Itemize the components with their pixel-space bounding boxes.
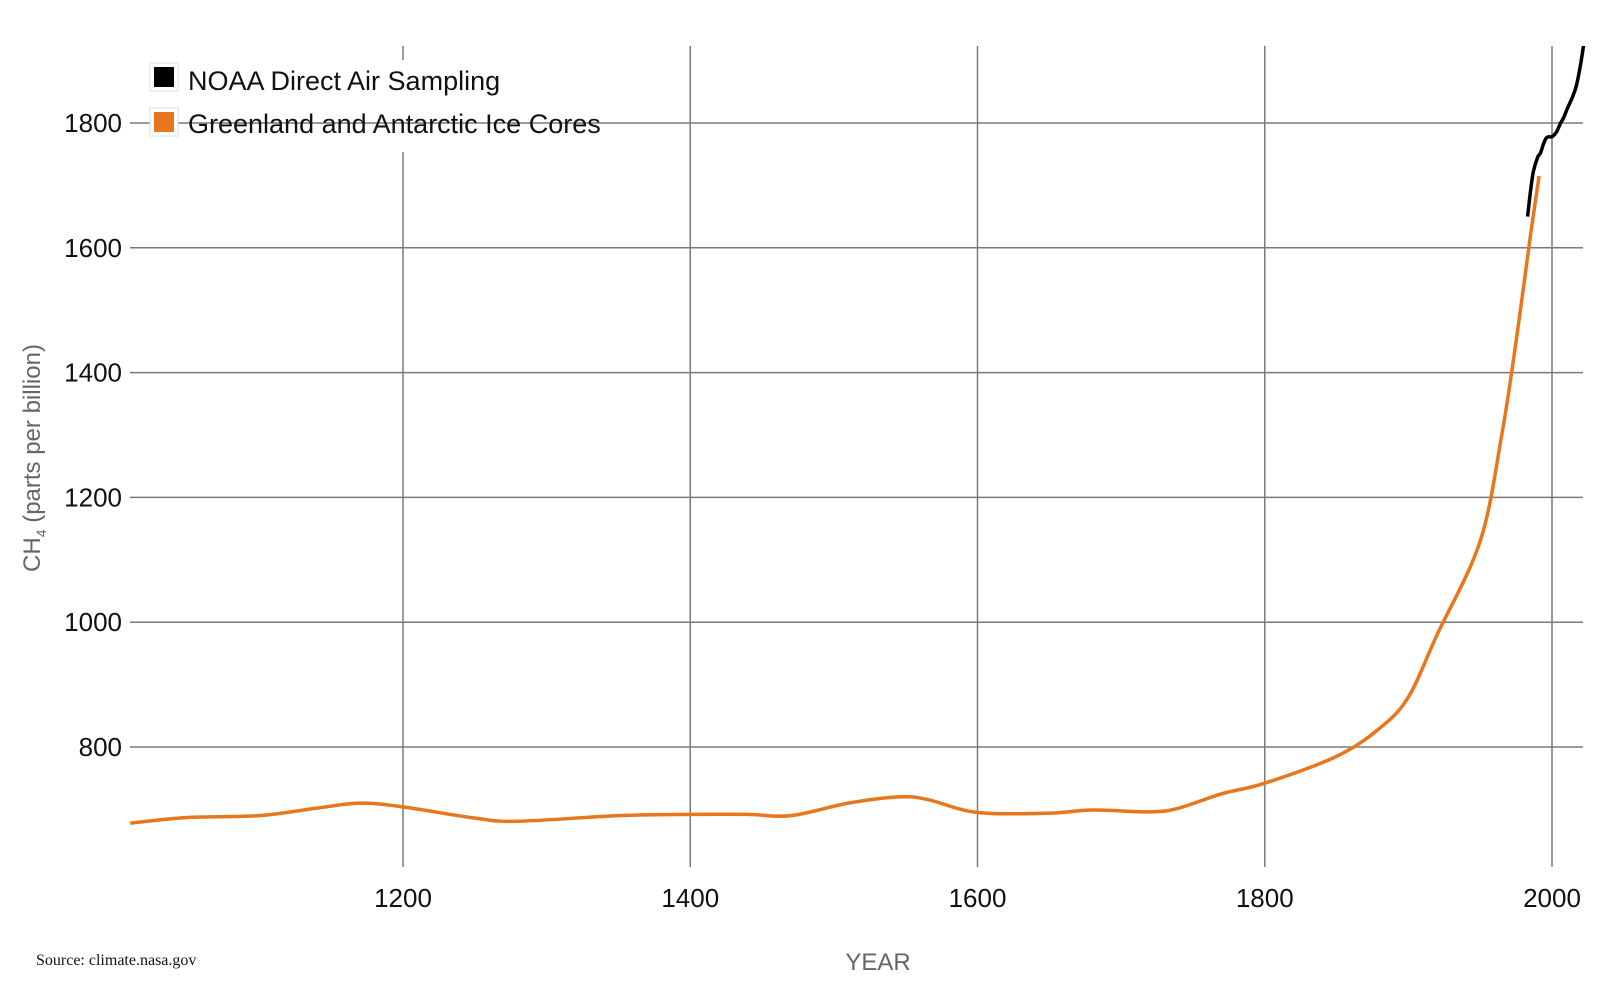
gridlines: [130, 46, 1583, 867]
x-tick-label: 2000: [1523, 883, 1581, 913]
y-tick-label: 1200: [64, 482, 122, 512]
y-tick-label: 1400: [64, 358, 122, 388]
x-tick-label: 1600: [949, 883, 1007, 913]
legend-swatch-noaa: [154, 67, 174, 87]
y-tick-label: 1600: [64, 233, 122, 263]
source-note: Source: climate.nasa.gov: [36, 952, 197, 969]
series-lines: [129, 46, 1586, 825]
x-axis-title: YEAR: [845, 949, 910, 976]
y-tick-label: 1800: [64, 108, 122, 138]
y-axis-title-main: CH: [19, 537, 46, 572]
y-axis-title: CH4 (parts per billion): [19, 344, 49, 572]
series-line-ice-cores: [129, 175, 1541, 825]
y-axis-title-rest: (parts per billion): [19, 344, 46, 529]
y-axis-ticks: 800 1000 1200 1400 1600 1800: [64, 108, 122, 762]
x-axis-ticks: 1200 1400 1600 1800 2000: [374, 883, 1581, 913]
x-tick-label: 1800: [1236, 883, 1294, 913]
legend-label-noaa: NOAA Direct Air Sampling: [188, 66, 500, 96]
legend: NOAA Direct Air Sampling Greenland and A…: [149, 62, 601, 139]
x-tick-label: 1400: [661, 883, 719, 913]
x-tick-label: 1200: [374, 883, 432, 913]
legend-label-ice-cores: Greenland and Antarctic Ice Cores: [188, 109, 601, 139]
series-line-noaa: [1525, 46, 1586, 217]
legend-swatch-ice-cores: [154, 112, 174, 132]
y-tick-label: 800: [79, 732, 122, 762]
y-axis-title-subscript: 4: [33, 529, 49, 537]
y-tick-label: 1000: [64, 607, 122, 637]
legend-mask: [390, 60, 416, 152]
